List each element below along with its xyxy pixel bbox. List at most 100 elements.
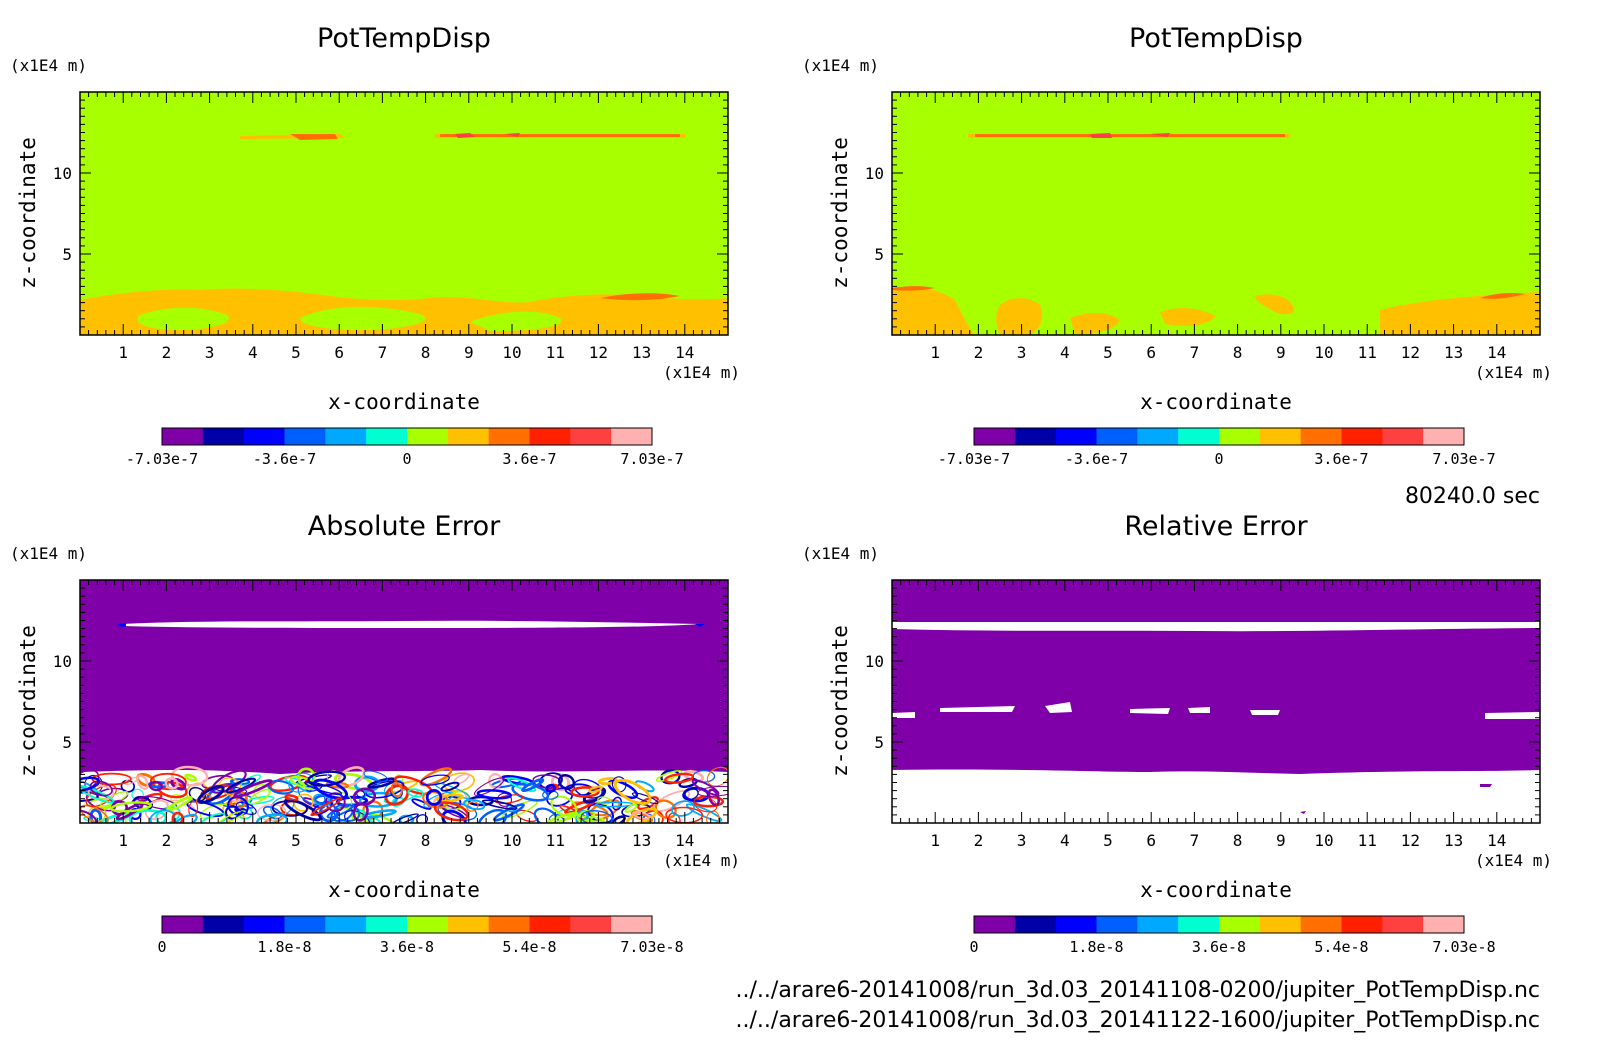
colorbar-frame <box>973 915 1465 934</box>
colorbar-swatch <box>162 428 204 445</box>
x-tick-label: 10 <box>502 831 521 850</box>
error-contour <box>271 800 308 817</box>
colorbar-label: -3.6e-7 <box>253 450 316 468</box>
x-tick-label: 11 <box>546 343 565 362</box>
colorbar-label: 1.8e-8 <box>1069 938 1123 956</box>
error-contour <box>631 792 659 804</box>
colorbar-swatch <box>1341 916 1383 933</box>
error-contour <box>313 793 331 807</box>
y-tick-labels: 5 10 <box>53 652 72 752</box>
x-tick-label: 14 <box>1487 831 1506 850</box>
axis-ticks <box>891 91 1541 336</box>
x-tick-label: 11 <box>1358 831 1377 850</box>
error-contour <box>570 786 600 798</box>
colorbar <box>161 915 653 934</box>
colorbar-labels: 0 1.8e-8 3.6e-8 5.4e-8 7.03e-8 <box>157 938 683 956</box>
upper-error-band <box>892 622 1540 632</box>
x-tick-label: 6 <box>334 343 344 362</box>
x-tick-label: 9 <box>464 343 474 362</box>
error-contour <box>325 792 346 813</box>
error-contour <box>407 788 424 798</box>
x-tick-label: 4 <box>1060 343 1070 362</box>
x-tick-label: 1 <box>930 831 940 850</box>
error-contour <box>481 799 518 810</box>
file-path-2: ../../arare6-20141008/run_3d.03_20141122… <box>736 1008 1540 1033</box>
x-tick-label: 10 <box>502 343 521 362</box>
x-tick-label: 8 <box>421 343 431 362</box>
error-contour <box>664 772 695 784</box>
error-contour <box>312 778 349 800</box>
error-contour <box>363 770 388 782</box>
error-contour <box>211 769 247 794</box>
colorbar-swatch <box>1423 428 1465 445</box>
colorbar-swatch <box>974 916 1016 933</box>
error-contour <box>476 789 513 800</box>
x-axis-label: x-coordinate <box>1140 390 1292 414</box>
x-tick-label: 7 <box>1190 343 1200 362</box>
colorbar-label: -7.03e-7 <box>938 450 1010 468</box>
colorbar-swatch <box>284 428 326 445</box>
colorbar-swatch <box>202 916 245 933</box>
error-contour <box>224 805 241 820</box>
x-tick-label: 6 <box>334 831 344 850</box>
x-unit-label: (x1E4 m) <box>1475 851 1552 870</box>
time-label: 80240.0 sec <box>1405 484 1540 509</box>
colorbar-label: -7.03e-7 <box>126 450 198 468</box>
panel-title: Absolute Error <box>308 511 501 542</box>
error-contour <box>611 776 627 793</box>
error-contour <box>576 809 595 823</box>
colorbar-swatch <box>488 916 530 933</box>
colorbar-swatch <box>1219 916 1261 933</box>
x-axis-label: x-coordinate <box>1140 878 1292 902</box>
y-axis-label: z-coordinate <box>16 625 40 777</box>
colorbar-label: 3.6e-7 <box>502 450 556 468</box>
x-tick-label: 5 <box>1103 343 1113 362</box>
colorbar-swatch <box>1096 916 1138 933</box>
colorbar-label: 7.03e-7 <box>620 450 683 468</box>
error-contour <box>164 777 179 790</box>
panel-potential-temp-left: PotTempDisp (x1E4 m) 1 2 3 4 5 6 7 8 9 10 11 12 13 14… <box>10 23 740 468</box>
colorbar <box>973 915 1465 934</box>
colorbar-label: -3.6e-7 <box>1065 450 1128 468</box>
heatmap-area <box>892 92 1540 335</box>
error-contour <box>507 777 537 793</box>
x-tick-label: 12 <box>589 343 608 362</box>
panel-title: PotTempDisp <box>1129 23 1303 54</box>
error-contour <box>466 801 479 812</box>
x-tick-label: 3 <box>1017 343 1027 362</box>
error-contour <box>344 810 371 823</box>
colorbar-label: 3.6e-8 <box>1192 938 1246 956</box>
colorbar-swatch <box>447 916 490 933</box>
y-unit-label: (x1E4 m) <box>802 56 879 75</box>
x-tick-label: 13 <box>1444 343 1463 362</box>
colorbar-labels: -7.03e-7 -3.6e-7 0 3.6e-7 7.03e-7 <box>126 450 684 468</box>
error-contour <box>693 796 718 813</box>
lower-warm-plumes <box>1160 308 1215 326</box>
upper-disturbance-spot <box>455 133 520 138</box>
colorbar-swatch <box>974 428 1016 445</box>
colorbar-swatch <box>611 428 653 445</box>
error-contour <box>411 798 432 810</box>
x-tick-label: 13 <box>1444 831 1463 850</box>
lower-orange-streak <box>600 293 680 301</box>
error-contour <box>706 810 720 823</box>
panel-title: Relative Error <box>1124 511 1308 542</box>
x-tick-labels: 1 2 3 4 5 6 7 8 9 10 11 12 13 14 <box>930 343 1506 362</box>
colorbar-swatch <box>1014 428 1057 445</box>
x-tick-label: 9 <box>1276 831 1286 850</box>
colorbar <box>161 427 653 446</box>
x-tick-label: 4 <box>248 831 258 850</box>
error-contour <box>257 804 287 821</box>
error-contour <box>188 786 207 802</box>
x-tick-labels: 1 2 3 4 5 6 7 8 9 10 11 12 13 14 <box>118 343 694 362</box>
colorbar-swatch <box>1300 428 1342 445</box>
lower-green-pocket <box>470 311 562 332</box>
error-contour <box>655 770 683 782</box>
error-contour <box>533 807 560 823</box>
error-contour <box>307 770 347 787</box>
x-tick-label: 9 <box>1276 343 1286 362</box>
error-contour <box>463 798 486 811</box>
colorbar-swatch <box>243 916 285 933</box>
error-contour <box>419 767 453 787</box>
